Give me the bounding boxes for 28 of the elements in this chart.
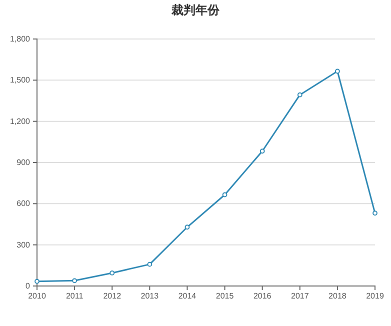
x-tick-label: 2018 bbox=[328, 292, 347, 301]
point bbox=[147, 262, 152, 267]
point bbox=[110, 270, 115, 276]
y-tick-label: 300 bbox=[16, 240, 31, 250]
y-tick-label: 1,800 bbox=[10, 34, 31, 44]
point bbox=[260, 148, 265, 154]
x-tick-label: 2014 bbox=[178, 292, 197, 301]
x-tick-label: 2017 bbox=[290, 292, 310, 301]
point bbox=[372, 210, 378, 216]
y-tick-label: 900 bbox=[16, 158, 31, 168]
point bbox=[184, 224, 190, 230]
point bbox=[222, 192, 228, 198]
point bbox=[72, 278, 78, 284]
x-tick-label: 2011 bbox=[66, 292, 84, 301]
y-tick-label: 1,500 bbox=[10, 76, 31, 85]
x-tick-label: 2013 bbox=[140, 292, 160, 301]
x-tick-label: 2016 bbox=[253, 292, 272, 301]
point bbox=[334, 68, 340, 74]
x-tick-label: 2019 bbox=[366, 292, 384, 301]
y-tick-label: 1,200 bbox=[10, 116, 31, 126]
x-tick-label: 2015 bbox=[216, 292, 234, 301]
point bbox=[34, 278, 40, 284]
y-tick-label: 0 bbox=[26, 282, 31, 291]
x-tick-label: 2010 bbox=[28, 292, 46, 301]
y-tick-label: 600 bbox=[16, 199, 31, 208]
x-tick-label: 2012 bbox=[103, 292, 122, 301]
point bbox=[297, 92, 302, 98]
chart-title: 裁判年份 bbox=[170, 3, 220, 17]
